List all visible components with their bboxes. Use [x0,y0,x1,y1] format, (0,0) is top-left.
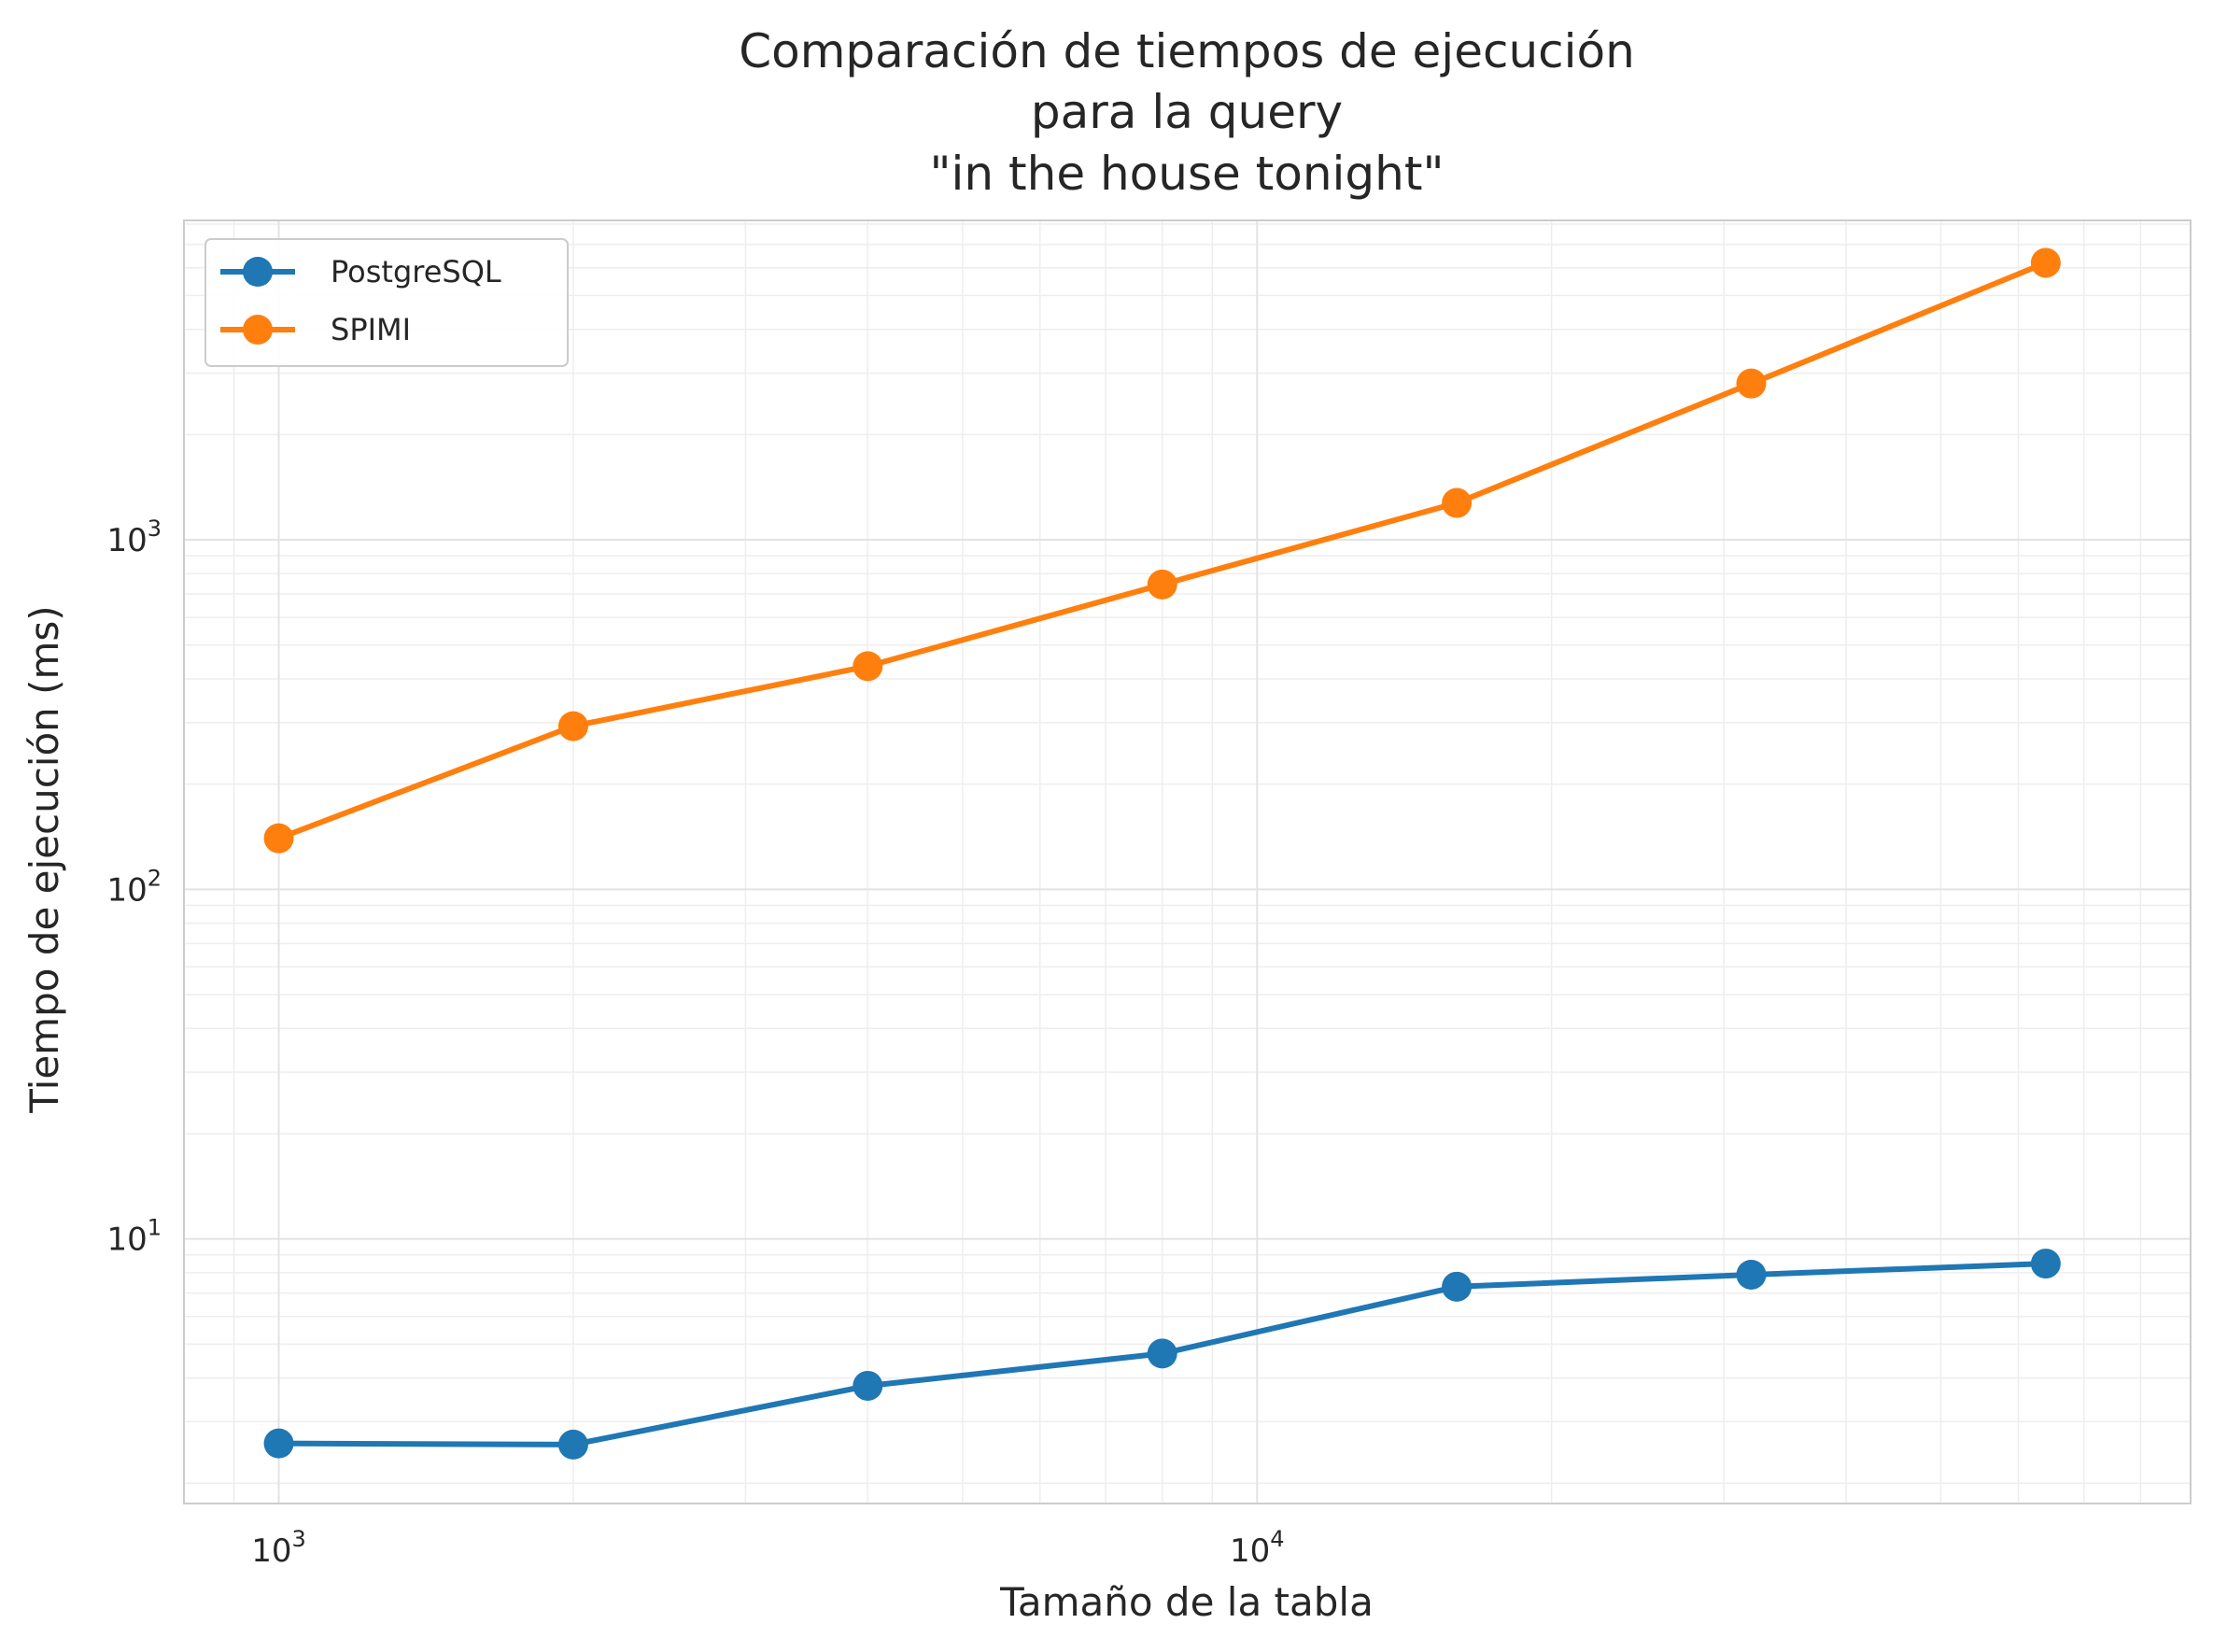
legend-label-spimi: SPIMI [331,312,411,347]
chart-title-line-2: para la query [1031,85,1343,139]
chart-title-line-3: "in the house tonight" [930,147,1445,201]
chart-title-line-1: Comparación de tiempos de ejecución [739,24,1635,78]
data-point-spimi [1736,368,1767,399]
data-point-postgresql [853,1370,883,1401]
y-axis-ticks: 101 102 103 [106,515,162,1259]
data-point-spimi [1442,487,1473,518]
y-tick-label: 102 [106,865,162,909]
data-point-postgresql [557,1429,588,1460]
series-layer [263,247,2061,1460]
minor-gridlines [183,220,2192,1504]
legend-marker-spimi [243,315,273,345]
data-point-spimi [263,823,294,854]
data-point-postgresql [2030,1249,2061,1279]
x-axis-ticks: 103 104 [251,1526,1284,1570]
data-point-postgresql [1442,1271,1473,1302]
y-tick-label: 103 [106,515,162,559]
series-postgresql [263,1249,2061,1460]
data-point-postgresql [1736,1259,1767,1290]
data-point-spimi [1147,569,1177,600]
plot-area [183,219,2192,1504]
legend-box [204,238,569,367]
data-point-postgresql [1147,1338,1177,1369]
major-gridlines [184,220,2191,1504]
x-axis-label: Tamaño de la tabla [999,1579,1374,1625]
y-axis-label: Tiempo de ejecución (ms) [21,605,67,1113]
x-tick-label: 103 [251,1526,306,1570]
legend: PostgreSQL SPIMI [204,238,569,367]
legend-label-postgresql: PostgreSQL [331,254,501,289]
series-spimi [263,247,2061,854]
data-point-spimi [557,711,588,741]
x-tick-label: 104 [1230,1526,1285,1570]
y-tick-label: 101 [106,1215,162,1259]
chart-title: Comparación de tiempos de ejecución para… [739,24,1635,201]
legend-marker-postgresql [243,257,273,287]
data-point-spimi [853,651,883,682]
data-point-postgresql [263,1428,294,1459]
data-point-spimi [2030,247,2061,278]
